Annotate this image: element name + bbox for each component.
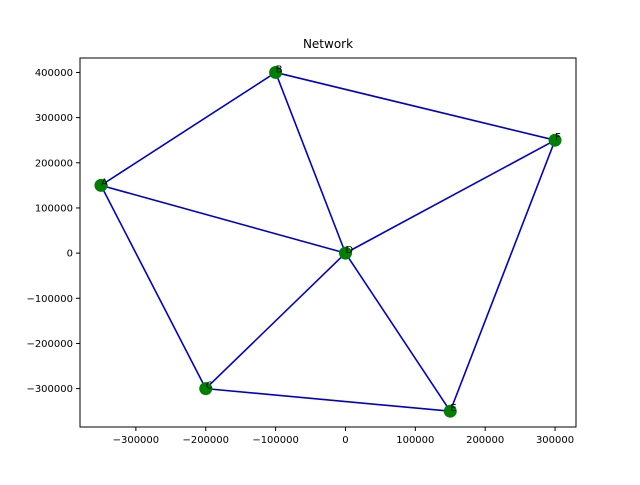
node-label-C: C [206,381,213,392]
x-tick-label: 300000 [536,435,574,446]
edge-D-E [344,252,451,412]
chart-title: Network [303,37,353,51]
y-axis: −300000 −200000 −100000 0 100000 200000 300000… [26,68,80,395]
edge-B-F [275,71,556,141]
node-label-D: D [345,245,353,256]
edge-B-D [274,72,347,254]
y-tick-label: 400000 [35,68,73,79]
node-C [199,382,213,396]
x-tick-label: 100000 [396,435,434,446]
node-labels: A B C D E F [101,64,561,414]
plot-border [79,57,577,428]
y-tick-label: 0 [67,249,73,260]
edge-E-F [449,139,556,412]
x-tick-label: −200000 [182,435,229,446]
edge-A-C [100,184,207,389]
node-A [94,178,108,192]
edges [100,71,556,412]
x-tick-label: 200000 [466,435,504,446]
node-label-E: E [450,403,456,414]
x-tick-label: −300000 [113,435,160,446]
edge-C-E [205,387,451,412]
y-tick-label: 300000 [35,113,73,124]
y-tick-label: −200000 [26,339,73,350]
edge-C-D [205,252,347,390]
y-tick-label: −100000 [26,294,73,305]
edge-A-D [100,184,346,254]
x-tick-label: 0 [342,435,348,446]
y-tick-label: −300000 [26,384,73,395]
edge-D-F [345,139,556,254]
node-label-A: A [101,177,108,188]
x-axis: −300000 −200000 −100000 0 100000 200000 300000 [113,427,574,446]
node-F [548,133,562,147]
y-tick-label: 100000 [35,203,73,214]
y-tick-label: 200000 [35,158,73,169]
node-E [443,404,457,418]
node-label-F: F [555,132,561,143]
edge-A-B [100,71,277,187]
x-tick-label: −100000 [252,435,299,446]
nodes [94,65,562,418]
node-B [269,65,283,79]
node-label-B: B [276,64,283,75]
axes-frame [79,57,577,428]
node-D [338,246,352,260]
